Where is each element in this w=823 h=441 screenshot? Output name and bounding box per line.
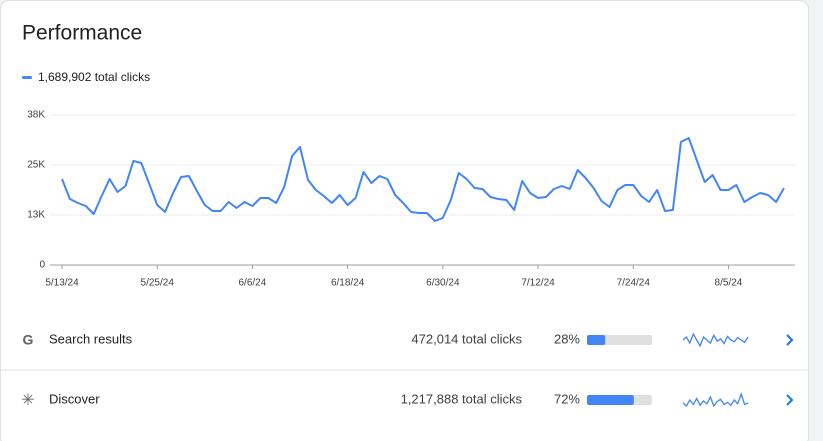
x-tick-label: 6/30/24 [426, 278, 460, 289]
x-tick-label: 6/18/24 [331, 278, 365, 289]
y-tick-label: 0 [39, 260, 45, 271]
x-tick-label: 5/25/24 [141, 278, 175, 289]
x-tick-label: 7/12/24 [521, 278, 555, 289]
row-chevron[interactable] [786, 394, 794, 406]
row-name: Discover [49, 391, 100, 406]
y-tick-label: 38K [27, 110, 45, 121]
share-bar [587, 395, 634, 405]
row-clicks: 1,217,888 total clicks [401, 391, 523, 406]
row-share: 28% [554, 331, 580, 346]
legend-swatch [22, 76, 32, 79]
row-share: 72% [554, 391, 580, 406]
y-tick-label: 25K [27, 160, 45, 171]
sparkline [682, 332, 749, 348]
google-icon: G [23, 332, 34, 348]
x-tick-label: 5/13/24 [45, 278, 79, 289]
share-bar [587, 335, 606, 345]
sparkline [682, 391, 749, 408]
legend-label: 1,689,902 total clicks [38, 70, 150, 84]
line-series [61, 137, 785, 222]
x-tick-label: 6/6/24 [239, 278, 267, 289]
x-tick-label: 8/5/24 [715, 278, 743, 289]
x-tick-label: 7/24/24 [617, 278, 651, 289]
row-chevron[interactable] [786, 334, 794, 346]
card-title: Performance [22, 22, 142, 45]
row-name: Search results [49, 331, 133, 346]
discover-icon: ✳ [21, 392, 34, 409]
row-clicks: 472,014 total clicks [411, 331, 522, 346]
y-tick-label: 13K [27, 210, 45, 221]
